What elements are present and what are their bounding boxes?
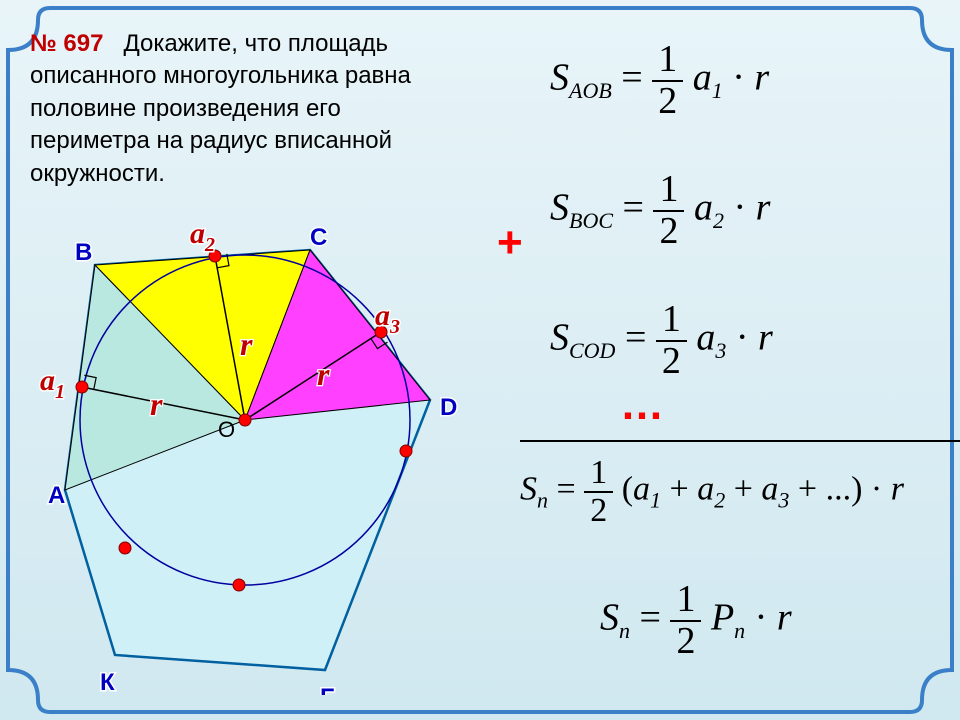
svg-text:C: C — [310, 225, 327, 251]
svg-text:D: D — [440, 394, 457, 421]
svg-text:B: B — [75, 239, 92, 266]
formula-cod: SCOD = 12 a3 · r — [550, 300, 773, 382]
svg-text:O: O — [218, 417, 235, 442]
svg-text:F: F — [320, 684, 335, 695]
formula-boc: SBOC = 12 a2 · r — [550, 170, 770, 252]
formulas-panel: SAOB = 12 a1 · r SBOC = 12 a2 · r SCOD =… — [490, 40, 950, 700]
geometry-diagram: ABCDFКOrrra1a2a3 — [20, 225, 470, 695]
svg-text:a1: a1 — [40, 364, 65, 403]
formula-final: Sn = 12 Pn · r — [600, 580, 792, 662]
problem-statement: № 697 Докажите, что площадь описанного м… — [30, 28, 460, 190]
svg-text:r: r — [150, 386, 163, 422]
problem-number: № 697 — [30, 30, 103, 57]
svg-text:A: A — [48, 482, 65, 509]
svg-text:К: К — [100, 669, 115, 695]
plus-sign: + — [497, 218, 523, 268]
formula-aob: SAOB = 12 a1 · r — [550, 40, 769, 122]
svg-text:r: r — [317, 356, 330, 392]
ellipsis: … — [620, 380, 666, 430]
svg-text:r: r — [240, 326, 253, 362]
svg-text:a2: a2 — [190, 225, 215, 256]
formula-sum: Sn = 12 (a1 + a2 + a3 + ...) · r — [520, 455, 904, 528]
summation-rule — [520, 440, 960, 442]
